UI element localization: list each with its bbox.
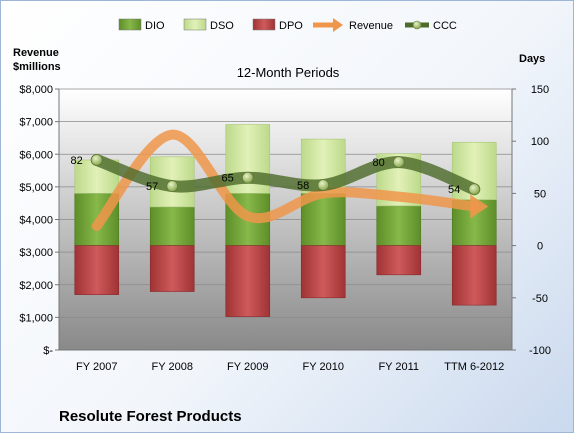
left-tick-label: $5,000 [19, 182, 53, 194]
ccc-point [242, 172, 253, 183]
ccc-data-label: 82 [71, 155, 83, 167]
bar-dpo [377, 246, 421, 275]
legend-swatch-revenue-head [333, 18, 343, 32]
ccc-data-label: 58 [297, 180, 309, 192]
bar-dio [150, 207, 194, 246]
ccc-point [393, 157, 404, 168]
company-name: Resolute Forest Products [59, 408, 242, 425]
legend-label-dso: DSO [210, 20, 234, 32]
ccc-data-label: 57 [146, 181, 158, 193]
bar-dpo [226, 246, 270, 317]
legend-swatch-ccc-marker [413, 21, 421, 29]
x-tick-label: FY 2010 [303, 361, 344, 373]
bar-dpo [75, 246, 119, 295]
left-tick-label: $- [43, 345, 53, 357]
left-tick-label: $4,000 [19, 215, 53, 227]
right-tick-label: 0 [537, 241, 543, 253]
right-tick-label: -100 [529, 345, 551, 357]
right-tick-label: 150 [531, 84, 549, 96]
x-tick-label: FY 2008 [152, 361, 193, 373]
ccc-point [469, 184, 480, 195]
bar-dpo [452, 246, 496, 306]
ccc-data-label: 65 [222, 173, 234, 185]
left-tick-label: $7,000 [19, 117, 53, 129]
x-tick-label: FY 2009 [227, 361, 268, 373]
legend-swatch-dso [184, 19, 206, 30]
legend-label-ccc: CCC [433, 20, 457, 32]
right-tick-label: 100 [531, 136, 549, 148]
left-tick-label: $2,000 [19, 280, 53, 292]
legend-label-revenue: Revenue [349, 20, 393, 32]
ccc-point [318, 180, 329, 191]
right-tick-label: 50 [534, 188, 546, 200]
bar-dio [377, 206, 421, 246]
x-tick-label: FY 2011 [378, 361, 419, 373]
ccc-data-label: 54 [448, 184, 460, 196]
bar-dpo [301, 246, 345, 298]
left-tick-label: $3,000 [19, 247, 53, 259]
ccc-point [91, 154, 102, 165]
right-tick-label: -50 [532, 293, 548, 305]
x-tick-label: FY 2007 [76, 361, 117, 373]
ccc-point [167, 181, 178, 192]
legend-label-dio: DIO [145, 20, 165, 32]
legend-label-dpo: DPO [279, 20, 303, 32]
bar-dpo [150, 246, 194, 292]
legend-swatch-dio [119, 19, 141, 30]
left-tick-label: $6,000 [19, 149, 53, 161]
left-tick-label: $8,000 [19, 84, 53, 96]
left-tick-label: $1,000 [19, 312, 53, 324]
x-tick-label: TTM 6-2012 [444, 361, 504, 373]
ccc-data-label: 80 [373, 157, 385, 169]
legend-swatch-dpo [253, 19, 275, 30]
